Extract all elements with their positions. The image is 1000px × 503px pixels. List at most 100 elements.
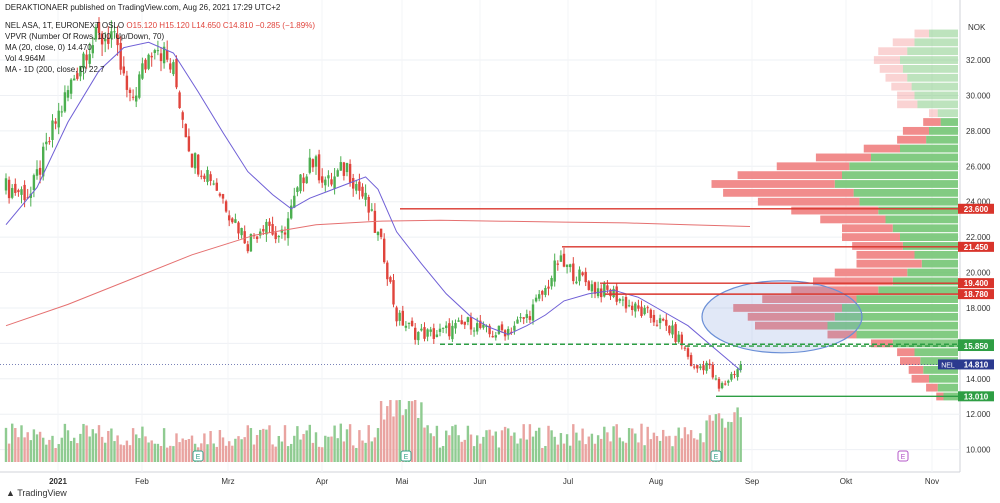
candle-body — [302, 177, 305, 184]
candle-body — [469, 317, 473, 330]
candle-body — [113, 31, 116, 33]
vpvr-up-bar — [902, 242, 958, 250]
x-tick-label: Jul — [563, 477, 573, 486]
volume-bar — [97, 425, 101, 462]
vpvr-up-bar — [834, 312, 958, 321]
volume-bar — [370, 441, 373, 462]
vpvr-down-bar — [897, 91, 915, 100]
candle — [333, 167, 336, 195]
candle-body — [364, 192, 367, 200]
volume-bar — [720, 418, 724, 462]
highlight-ellipse — [701, 280, 863, 354]
candle — [686, 344, 690, 360]
level-tag — [958, 278, 994, 289]
candle — [454, 319, 457, 334]
volume-bar — [398, 400, 401, 462]
candle — [17, 188, 20, 197]
candle-body — [240, 227, 243, 236]
candle-body — [259, 231, 262, 236]
candle — [720, 381, 724, 390]
volume-bar — [172, 446, 175, 462]
vpvr-up-bar — [878, 206, 958, 215]
candle — [426, 328, 429, 342]
candle — [618, 297, 621, 304]
y-tick-label: 18.000 — [966, 304, 991, 313]
vpvr-row — [757, 197, 958, 206]
candle-body — [352, 178, 355, 189]
tv-icon: ▲ — [6, 488, 15, 498]
candle — [379, 228, 383, 240]
tradingview-logo[interactable]: ▲ TradingView — [6, 488, 67, 498]
candle — [383, 233, 386, 264]
candle — [507, 326, 510, 340]
candle — [494, 331, 497, 341]
volume-bar — [364, 442, 367, 462]
candle-body — [649, 309, 652, 318]
vpvr-row — [723, 188, 958, 197]
y-tick-label: 22.000 — [966, 233, 991, 242]
candle-body — [249, 234, 253, 252]
candle-body — [311, 159, 315, 168]
candle-body — [100, 33, 104, 45]
volume-bar — [76, 443, 79, 462]
vpvr-down-bar — [776, 162, 850, 171]
vpvr-up-bar — [902, 64, 958, 73]
volume-bar — [547, 425, 550, 462]
indicator-volume[interactable]: Vol 4.964M — [5, 54, 46, 63]
vpvr-row — [842, 224, 958, 233]
candle-body — [565, 264, 569, 267]
vpvr-row — [815, 153, 958, 162]
candle-body — [556, 263, 559, 265]
candle — [370, 203, 373, 212]
volume-bar — [330, 436, 333, 462]
level-15.850: 15.850 — [685, 341, 994, 352]
volume-bar — [85, 425, 88, 462]
volume-bar — [556, 444, 559, 462]
candle-body — [76, 73, 79, 79]
candle — [414, 322, 417, 345]
candle — [739, 360, 742, 373]
candle-body — [618, 299, 621, 301]
candle-body — [255, 236, 259, 240]
volume-bar — [696, 439, 699, 462]
volume-bar — [531, 436, 535, 462]
vpvr-row — [747, 312, 958, 321]
candle — [311, 158, 315, 172]
indicator-ma20[interactable]: MA (20, close, 0) 14.470 — [5, 43, 92, 52]
vpvr-up-bar — [900, 144, 958, 153]
vpvr-row — [827, 330, 958, 339]
candle-body — [265, 221, 268, 235]
candle — [293, 187, 296, 209]
footer-brand: TradingView — [17, 488, 67, 498]
volume-bar — [494, 431, 497, 462]
candle-body — [414, 327, 417, 340]
y-tick-label: 24.000 — [966, 198, 991, 207]
vpvr-down-bar — [757, 197, 860, 206]
y-tick-label: 28.000 — [966, 127, 991, 136]
candle — [466, 316, 470, 326]
volume-bar — [286, 446, 290, 462]
candle — [57, 102, 60, 135]
candle-body — [662, 319, 665, 321]
volume-bar — [299, 439, 302, 462]
vpvr-row — [813, 277, 958, 286]
candle — [410, 317, 414, 327]
candle — [85, 49, 88, 69]
candle-body — [45, 141, 48, 145]
volume-bar — [603, 426, 606, 462]
candle — [265, 219, 268, 242]
vpvr-down-bar — [885, 73, 908, 82]
candle-body — [466, 317, 470, 323]
volume-bar — [91, 429, 94, 462]
volume-bar — [122, 445, 125, 462]
candle — [649, 308, 652, 323]
volume-bar — [689, 430, 693, 462]
vpvr-down-bar — [878, 47, 908, 56]
volume-bar — [631, 428, 634, 462]
candle — [172, 59, 175, 77]
vpvr-down-bar — [827, 330, 857, 339]
indicator-ma200[interactable]: MA - 1D (200, close, 0) 22.7 — [5, 65, 105, 74]
volume-bar — [441, 445, 445, 462]
indicator-vpvr[interactable]: VPVR (Number Of Rows, 100, Up/Down, 70) — [5, 32, 165, 41]
